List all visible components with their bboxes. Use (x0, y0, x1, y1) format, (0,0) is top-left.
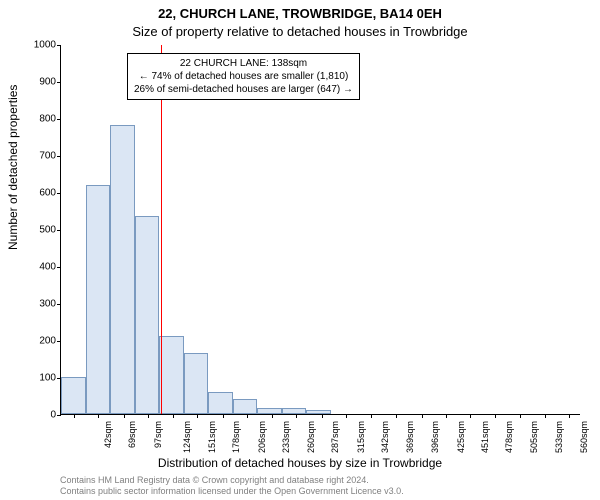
x-tick-label: 342sqm (380, 421, 390, 453)
y-tick-mark (57, 378, 61, 379)
y-tick-label: 100 (26, 373, 56, 384)
x-tick-label: 178sqm (231, 421, 241, 453)
y-tick-mark (57, 193, 61, 194)
x-tick-mark (371, 414, 372, 418)
y-tick-label: 400 (26, 262, 56, 273)
y-tick-mark (57, 45, 61, 46)
x-tick-mark (296, 414, 297, 418)
histogram-bar (159, 336, 184, 414)
x-tick-mark (346, 414, 347, 418)
x-tick-label: 124sqm (182, 421, 192, 453)
x-tick-label: 369sqm (405, 421, 415, 453)
x-tick-label: 425sqm (456, 421, 466, 453)
x-tick-label: 396sqm (430, 421, 440, 453)
x-tick-label: 151sqm (207, 421, 217, 453)
y-tick-label: 600 (26, 188, 56, 199)
x-tick-label: 533sqm (554, 421, 564, 453)
footnote-line2: Contains public sector information licen… (60, 486, 596, 497)
x-tick-mark (470, 414, 471, 418)
x-tick-label: 206sqm (257, 421, 267, 453)
x-tick-mark (197, 414, 198, 418)
y-tick-label: 900 (26, 77, 56, 88)
chart-title-line1: 22, CHURCH LANE, TROWBRIDGE, BA14 0EH (0, 6, 600, 21)
histogram-bar (135, 216, 160, 414)
histogram-bar (110, 125, 135, 414)
y-tick-label: 300 (26, 299, 56, 310)
x-tick-label: 451sqm (480, 421, 490, 453)
x-tick-label: 42sqm (103, 421, 113, 448)
x-tick-label: 560sqm (579, 421, 589, 453)
x-tick-mark (520, 414, 521, 418)
histogram-bar (233, 399, 258, 414)
histogram-bar (208, 392, 233, 414)
x-tick-mark (396, 414, 397, 418)
x-tick-mark (124, 414, 125, 418)
x-tick-label: 233sqm (281, 421, 291, 453)
x-tick-label: 97sqm (153, 421, 163, 448)
histogram-bar (282, 408, 307, 414)
y-tick-mark (57, 230, 61, 231)
x-tick-label: 69sqm (127, 421, 137, 448)
x-tick-label: 315sqm (356, 421, 366, 453)
y-tick-mark (57, 82, 61, 83)
y-tick-label: 1000 (26, 40, 56, 51)
y-tick-label: 700 (26, 151, 56, 162)
x-tick-mark (495, 414, 496, 418)
x-tick-label: 478sqm (504, 421, 514, 453)
x-tick-mark (223, 414, 224, 418)
x-tick-mark (422, 414, 423, 418)
annotation-line1: 22 CHURCH LANE: 138sqm (134, 57, 353, 70)
x-tick-mark (74, 414, 75, 418)
x-axis-label: Distribution of detached houses by size … (0, 456, 600, 470)
x-tick-label: 505sqm (529, 421, 539, 453)
annotation-line2: ← 74% of detached houses are smaller (1,… (134, 70, 353, 83)
y-axis-label: Number of detached properties (6, 85, 20, 250)
y-tick-mark (57, 304, 61, 305)
histogram-bar (184, 353, 209, 414)
histogram-bar (257, 408, 282, 414)
x-tick-mark (569, 414, 570, 418)
histogram-bar (61, 377, 86, 414)
x-tick-mark (272, 414, 273, 418)
x-tick-label: 287sqm (330, 421, 340, 453)
x-tick-mark (545, 414, 546, 418)
y-tick-label: 500 (26, 225, 56, 236)
y-tick-mark (57, 267, 61, 268)
annotation-box: 22 CHURCH LANE: 138sqm← 74% of detached … (127, 53, 360, 100)
histogram-bar (306, 410, 331, 414)
y-tick-label: 200 (26, 336, 56, 347)
footnote-line1: Contains HM Land Registry data © Crown c… (60, 475, 596, 486)
x-tick-label: 260sqm (306, 421, 316, 453)
annotation-line3: 26% of semi-detached houses are larger (… (134, 83, 353, 96)
x-tick-mark (148, 414, 149, 418)
x-tick-mark (173, 414, 174, 418)
x-tick-mark (247, 414, 248, 418)
x-tick-mark (446, 414, 447, 418)
y-tick-mark (57, 415, 61, 416)
chart-title-line2: Size of property relative to detached ho… (0, 24, 600, 39)
chart-container: 22, CHURCH LANE, TROWBRIDGE, BA14 0EH Si… (0, 0, 600, 500)
x-tick-mark (322, 414, 323, 418)
plot-area: 22 CHURCH LANE: 138sqm← 74% of detached … (60, 45, 580, 415)
y-tick-mark (57, 119, 61, 120)
reference-line (161, 45, 162, 414)
y-tick-label: 800 (26, 114, 56, 125)
x-tick-mark (98, 414, 99, 418)
y-tick-mark (57, 341, 61, 342)
histogram-bar (86, 185, 111, 414)
y-tick-label: 0 (26, 410, 56, 421)
y-tick-mark (57, 156, 61, 157)
